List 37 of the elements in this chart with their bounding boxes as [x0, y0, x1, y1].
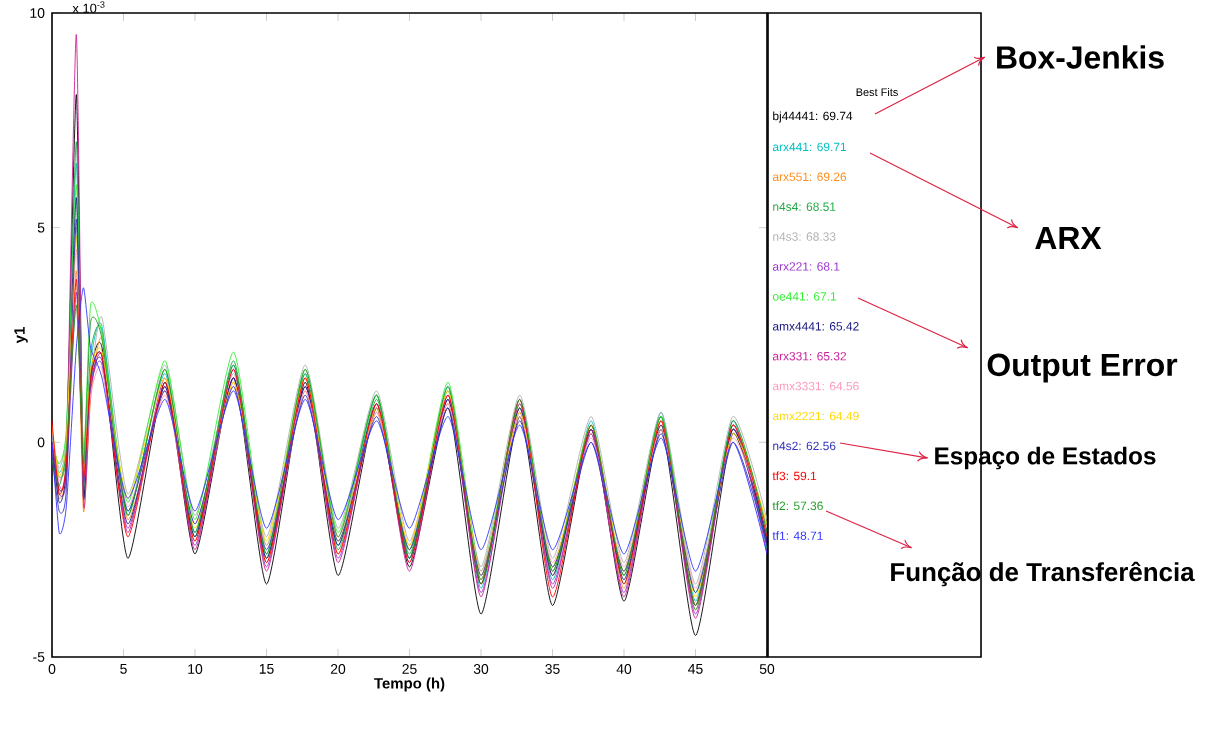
text: amx3331: 64.56	[772, 381, 859, 391]
x-tick-label: 15	[259, 664, 274, 674]
x-tick-label: 50	[759, 664, 775, 674]
text: amx4441: 65.42	[772, 322, 859, 331]
text: amx2221: 64.49	[772, 411, 859, 421]
y-axis-title: y1	[14, 327, 28, 344]
text: arx331: 65.32	[772, 351, 847, 361]
text: n4s4: 68.51	[773, 202, 836, 211]
text: arx221: 68.1	[772, 262, 840, 271]
x-tick-label: 25	[402, 664, 417, 674]
text: Output Error	[987, 353, 1178, 383]
series-label: tf1: 48.71	[772, 531, 823, 540]
text: Box-Jenkis	[997, 45, 1164, 69]
y-tick-label: 10	[30, 8, 45, 18]
y-tick-label: 0	[37, 437, 45, 448]
text: x 10$^{-3}$	[72, 1, 105, 13]
series-label: tf3: 59.1	[772, 471, 817, 481]
x-tick-label: 45	[688, 664, 703, 674]
text: arx551: 69.26	[772, 172, 847, 182]
x-tick-label: 20	[330, 664, 346, 674]
x-tick-label: 35	[545, 664, 560, 674]
text: n4s2: 62.56	[773, 441, 836, 451]
series-label: tf2: 57.36	[772, 501, 823, 511]
x-tick-label: 30	[473, 664, 489, 674]
text: n4s3: 68.33	[773, 232, 836, 241]
x-tick-label: 40	[616, 664, 632, 674]
text: bj44441: 69.74	[773, 111, 853, 123]
x-axis-title: Tempo (h)	[374, 677, 445, 692]
y-tick-label: -5	[33, 652, 45, 662]
text: ARX	[1035, 227, 1102, 249]
x-tick-label: 5	[120, 664, 127, 674]
text: oe441: 67.1	[772, 292, 837, 301]
text: arx441: 69.71	[772, 142, 847, 152]
legend-title: Best Fits	[856, 87, 898, 96]
x-tick-label: 0	[48, 664, 56, 674]
y-tick-label: 5	[37, 222, 45, 233]
x-tick-label: 10	[188, 664, 203, 674]
